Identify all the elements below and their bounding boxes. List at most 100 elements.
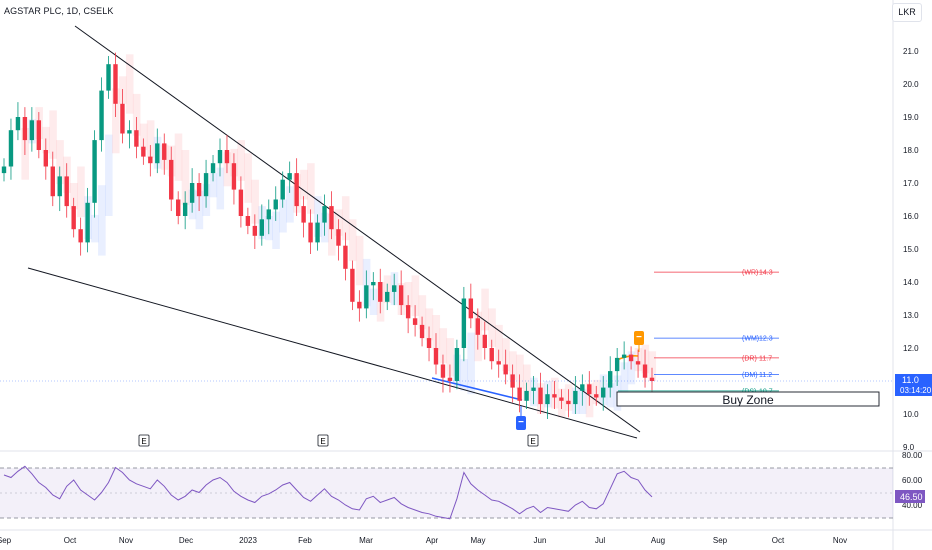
candle xyxy=(524,382,529,410)
price-tick-label: 20.0 xyxy=(903,80,919,89)
candle xyxy=(175,191,181,225)
price-tick-label: 13.0 xyxy=(903,311,919,320)
currency-button[interactable]: LKR xyxy=(892,3,922,22)
level-value: 11.7 xyxy=(759,355,772,362)
cloud-segment xyxy=(146,120,155,158)
cloud-segment xyxy=(404,282,413,308)
candle xyxy=(92,130,97,218)
candle xyxy=(252,214,258,249)
cloud-segment xyxy=(369,288,378,315)
buy-zone-box[interactable] xyxy=(616,391,880,407)
candle xyxy=(614,348,620,386)
cloud-segment xyxy=(237,140,245,181)
cloud-segment xyxy=(516,354,524,389)
price-tick-label: 16.0 xyxy=(903,212,919,221)
candle xyxy=(433,333,439,375)
earnings-marker[interactable]: E xyxy=(317,434,329,447)
cloud-segment xyxy=(341,196,350,241)
price-tick-label: 15.0 xyxy=(903,245,919,254)
cloud-segment xyxy=(112,88,120,154)
candle xyxy=(287,161,292,193)
wedge-upper-trendline[interactable] xyxy=(74,25,641,433)
candle xyxy=(203,159,209,208)
time-tick-label: Sep xyxy=(713,536,728,545)
candle xyxy=(391,273,397,306)
candle xyxy=(162,133,167,175)
candle xyxy=(15,102,21,141)
candle xyxy=(475,308,481,350)
cloud-segment xyxy=(209,173,218,198)
candle xyxy=(468,283,474,329)
candle xyxy=(322,194,327,236)
candle xyxy=(496,349,501,378)
buy-signal-flag[interactable] xyxy=(516,406,526,430)
candle xyxy=(405,295,411,334)
cloud-segment xyxy=(49,110,57,159)
cloud-segment xyxy=(70,183,78,210)
time-tick-label: Apr xyxy=(426,536,439,545)
time-tick-label: Mar xyxy=(359,536,373,545)
candle xyxy=(29,107,35,152)
time-tick-label: Oct xyxy=(772,536,785,545)
rsi-tick-label: 40.00 xyxy=(902,501,923,510)
candle xyxy=(85,187,90,253)
time-tick-label: May xyxy=(470,536,485,545)
cloud-segment xyxy=(446,338,455,377)
candle xyxy=(461,286,467,362)
sell-signal-flag[interactable] xyxy=(634,331,644,352)
cloud-segment xyxy=(481,288,489,331)
candle xyxy=(99,77,104,152)
wedge-lower-trendline[interactable] xyxy=(27,267,638,439)
earnings-marker[interactable]: E xyxy=(527,434,539,447)
candle xyxy=(210,154,216,182)
candle xyxy=(378,268,383,314)
candle xyxy=(273,186,278,221)
cloud-segment xyxy=(244,153,252,203)
candle xyxy=(141,138,146,165)
cloud-segment xyxy=(425,308,434,341)
candle xyxy=(357,290,362,322)
cloud-segment xyxy=(251,179,259,224)
candle xyxy=(71,197,76,238)
candle xyxy=(148,145,153,177)
candle xyxy=(601,376,606,411)
cloud-segment xyxy=(488,308,496,347)
cloud-segment xyxy=(348,219,357,262)
candle xyxy=(217,138,223,177)
time-tick-label: Nov xyxy=(833,536,847,545)
candle xyxy=(8,118,14,180)
cloud-segment xyxy=(272,211,280,249)
cloud-segment xyxy=(286,186,294,223)
price-tick-label: 12.0 xyxy=(903,344,919,353)
time-axis[interactable]: Sep Oct Nov Dec 2023 Feb Mar Apr May Jun Jul Aug Sep… xyxy=(0,536,847,545)
candle xyxy=(566,389,571,418)
candle xyxy=(580,374,585,406)
time-tick-label: 2023 xyxy=(239,536,257,545)
earnings-marker[interactable]: E xyxy=(138,434,150,447)
buy-zone-label: Buy Zone xyxy=(722,393,774,407)
support-trendline[interactable] xyxy=(431,377,523,401)
level-label: (WM) xyxy=(742,336,759,343)
candle xyxy=(43,138,49,180)
cloud-segment xyxy=(105,134,113,216)
time-tick-label: Jul xyxy=(595,536,605,545)
candle xyxy=(308,209,313,254)
candle xyxy=(196,173,202,212)
candle xyxy=(412,305,418,337)
candle xyxy=(371,272,376,301)
candle xyxy=(545,384,550,419)
cloud-segment xyxy=(411,275,420,317)
rsi-tick-label: 60.00 xyxy=(902,476,923,485)
cloud-segment xyxy=(174,133,183,181)
svg-text:46.50: 46.50 xyxy=(900,492,923,502)
candle xyxy=(189,168,195,213)
candle xyxy=(538,372,543,414)
candle xyxy=(224,135,230,174)
price-tick-label: 14.0 xyxy=(903,278,919,287)
time-tick-label: Sep xyxy=(0,536,12,545)
chart-title: AGSTAR PLC, 1D, CSELK xyxy=(4,6,114,16)
svg-text:E: E xyxy=(530,437,535,446)
candle xyxy=(280,171,285,208)
cloud-segment xyxy=(279,199,287,233)
